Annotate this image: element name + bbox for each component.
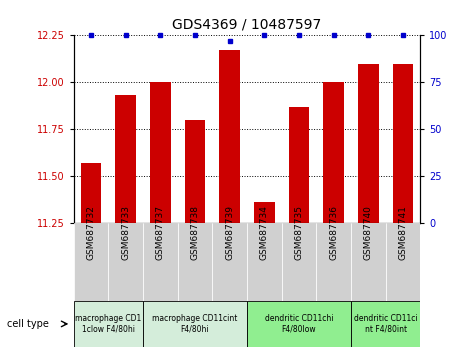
Bar [115, 96, 136, 223]
Text: GSM687739: GSM687739 [225, 205, 234, 261]
Bar [316, 223, 351, 301]
Text: dendritic CD11ci
nt F4/80int: dendritic CD11ci nt F4/80int [354, 314, 418, 333]
Text: GSM687734: GSM687734 [260, 206, 269, 261]
Bar [351, 301, 420, 347]
Bar [386, 223, 420, 301]
Text: GSM687733: GSM687733 [121, 205, 130, 261]
Bar [212, 223, 247, 301]
Bar [185, 120, 205, 223]
Bar [247, 301, 351, 347]
Text: macrophage CD11cint
F4/80hi: macrophage CD11cint F4/80hi [152, 314, 238, 333]
Bar [282, 223, 316, 301]
Text: GSM687737: GSM687737 [156, 205, 165, 261]
Text: cell type: cell type [7, 319, 49, 329]
Text: GSM687732: GSM687732 [86, 206, 95, 261]
Bar [247, 223, 282, 301]
Bar [150, 82, 171, 223]
Bar [143, 223, 178, 301]
Text: GSM687735: GSM687735 [294, 205, 304, 261]
Text: GSM687736: GSM687736 [329, 205, 338, 261]
Bar [289, 107, 309, 223]
Bar [351, 223, 386, 301]
Bar [393, 64, 413, 223]
Text: GSM687740: GSM687740 [364, 206, 373, 261]
Bar [358, 64, 379, 223]
Bar [254, 202, 275, 223]
Bar [178, 223, 212, 301]
Title: GDS4369 / 10487597: GDS4369 / 10487597 [172, 17, 322, 32]
Text: GSM687738: GSM687738 [190, 205, 200, 261]
Text: dendritic CD11chi
F4/80low: dendritic CD11chi F4/80low [265, 314, 333, 333]
Bar [74, 301, 143, 347]
Bar [323, 82, 344, 223]
Bar [81, 163, 101, 223]
Bar [219, 50, 240, 223]
Bar [74, 223, 108, 301]
Bar [108, 223, 143, 301]
Bar [143, 301, 247, 347]
Text: GSM687741: GSM687741 [399, 206, 408, 261]
Text: macrophage CD1
1clow F4/80hi: macrophage CD1 1clow F4/80hi [75, 314, 142, 333]
